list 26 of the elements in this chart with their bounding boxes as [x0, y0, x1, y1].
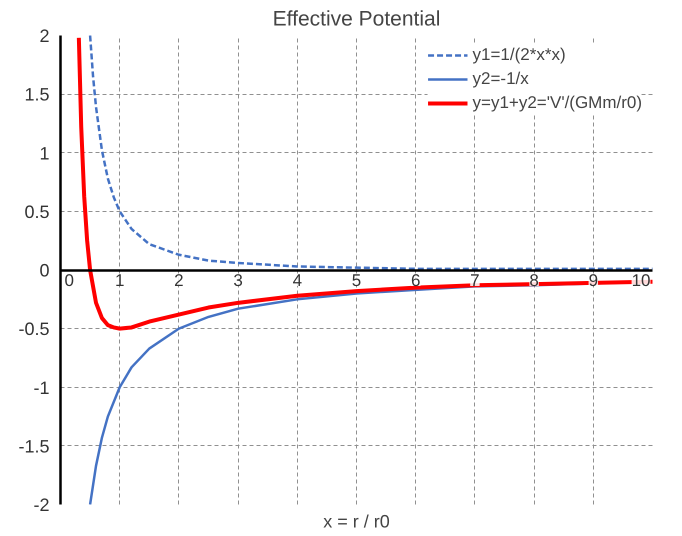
legend-label: y1=1/(2*x*x) [472, 45, 566, 65]
x-tick-label: 2 [174, 271, 184, 290]
x-tick-label: 9 [588, 271, 598, 290]
y-tick-label: 0.5 [24, 202, 50, 222]
x-tick-label: 6 [410, 271, 420, 290]
y-tick-label: -1.5 [18, 436, 50, 456]
y-tick-label: -0.5 [18, 319, 50, 340]
y-tick-label: 1.5 [24, 84, 50, 105]
x-tick-label: 7 [470, 271, 480, 290]
chart-title: Effective Potential [272, 8, 440, 30]
line-series [76, 36, 652, 331]
x-tick-label: 10 [632, 271, 651, 290]
y-tick-label: 2 [39, 26, 50, 46]
legend-label: y=y1+y2='V'/(GMm/r0) [472, 93, 642, 113]
line-series [88, 36, 652, 270]
y-tick-label: 1 [39, 143, 50, 164]
x-tick-label: 4 [292, 271, 302, 290]
x-tick-label: 0 [64, 271, 74, 290]
x-tick-label: 5 [352, 271, 362, 290]
y-tick-label: -1 [33, 378, 50, 398]
x-axis-title: x = r / r0 [323, 512, 390, 532]
x-tick-label: 3 [233, 271, 243, 290]
y-tick-label: -2 [33, 495, 50, 515]
x-tick-label: 1 [114, 271, 124, 290]
x-tick-label: 8 [529, 271, 539, 290]
legend-label: y2=-1/x [472, 69, 529, 89]
